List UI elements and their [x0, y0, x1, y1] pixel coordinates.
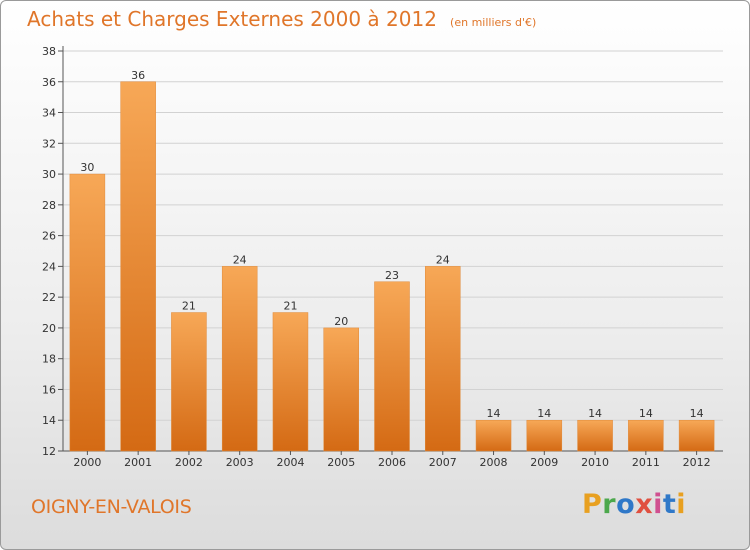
- y-tick-label: 30: [42, 168, 56, 181]
- x-tick-label: 2005: [327, 456, 355, 469]
- y-tick-label: 26: [42, 230, 56, 243]
- y-tick-label: 20: [42, 322, 56, 335]
- y-tick-label: 34: [42, 107, 56, 120]
- logo-letter: i: [676, 489, 687, 520]
- chart-title: Achats et Charges Externes 2000 à 2012 (…: [27, 7, 536, 31]
- bar-2007: [425, 266, 461, 452]
- x-tick-label: 2010: [581, 456, 609, 469]
- data-label: 23: [385, 269, 399, 282]
- x-tick-label: 2002: [175, 456, 203, 469]
- x-tick-label: 2006: [378, 456, 406, 469]
- data-label: 30: [80, 161, 94, 174]
- data-label: 14: [537, 407, 551, 420]
- data-label: 14: [487, 407, 501, 420]
- y-tick-label: 12: [42, 445, 56, 458]
- x-tick-label: 2008: [480, 456, 508, 469]
- chart-unit: (en milliers d'€): [450, 16, 537, 29]
- bar-2000: [69, 173, 106, 452]
- x-tick-label: 2000: [73, 456, 101, 469]
- y-tick-label: 16: [42, 383, 56, 396]
- bar-2003: [221, 266, 258, 452]
- data-label: 24: [436, 253, 450, 266]
- bar-2008: [475, 419, 512, 452]
- bar-2001: [120, 81, 156, 452]
- data-label: 21: [283, 300, 297, 313]
- bar-2011: [628, 419, 664, 452]
- bar-2004: [272, 312, 309, 452]
- data-label: 21: [182, 300, 196, 313]
- y-tick-label: 22: [42, 291, 56, 304]
- proxiti-logo: Proxiti: [582, 489, 686, 520]
- logo-letter: i: [653, 489, 663, 520]
- logo-letter: P: [582, 489, 603, 520]
- logo-letter: r: [602, 489, 617, 520]
- bar-2009: [526, 419, 563, 452]
- data-label: 36: [131, 69, 145, 82]
- bar-2012: [678, 419, 715, 452]
- x-tick-label: 2003: [226, 456, 254, 469]
- y-tick-label: 28: [42, 199, 56, 212]
- y-tick-label: 32: [42, 137, 56, 150]
- y-tick-label: 14: [42, 414, 56, 427]
- x-tick-label: 2009: [530, 456, 558, 469]
- y-tick-label: 24: [42, 260, 56, 273]
- data-label: 20: [334, 315, 348, 328]
- bar-2002: [171, 312, 207, 452]
- bar-2006: [374, 281, 410, 452]
- logo-letter: x: [635, 489, 654, 520]
- chart-title-text: Achats et Charges Externes 2000 à 2012: [27, 7, 437, 31]
- data-label: 14: [690, 407, 704, 420]
- y-tick-label: 18: [42, 353, 56, 366]
- x-tick-label: 2012: [683, 456, 711, 469]
- x-tick-label: 2004: [276, 456, 304, 469]
- data-label: 24: [233, 253, 247, 266]
- y-tick-label: 38: [42, 45, 56, 58]
- logo-letter: t: [662, 489, 677, 520]
- commune-name: OIGNY-EN-VALOIS: [31, 496, 192, 518]
- data-label: 14: [639, 407, 653, 420]
- data-label: 14: [588, 407, 602, 420]
- bar-2010: [577, 419, 613, 452]
- bars: [69, 81, 715, 452]
- x-tick-label: 2007: [429, 456, 457, 469]
- y-tick-labels: 12 14 16 18 20 22 24 26 28 30 32 34 36 38: [42, 45, 56, 458]
- y-tick-label: 36: [42, 76, 56, 89]
- bar-2005: [323, 327, 359, 452]
- x-tick-label: 2001: [124, 456, 152, 469]
- logo-letter: o: [616, 489, 636, 520]
- x-tick-label: 2011: [632, 456, 660, 469]
- x-tick-labels: 2000 2001 2002 2003 2004 2005 2006 2007 2008 2009…: [73, 451, 711, 469]
- data-labels: 30 36 21 24 21 20 23 24 14 14 14 14 14: [80, 69, 703, 420]
